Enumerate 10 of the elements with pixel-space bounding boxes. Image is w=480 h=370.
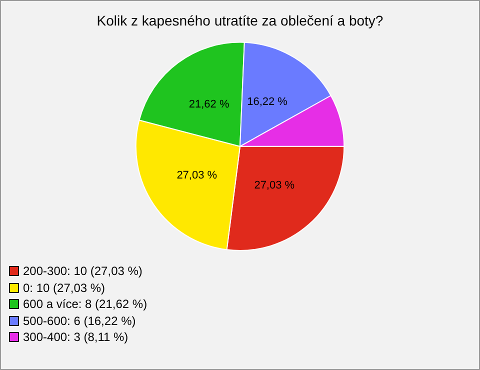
legend-label: 500-600: 6 (16,22 %) [23,312,136,329]
legend-label: 600 a více: 8 (21,62 %) [23,296,148,312]
legend-label: 300-400: 3 (8,11 %) [23,329,128,346]
data-label: 21,62 % [188,98,230,111]
data-label: 27,03 % [254,180,295,192]
data-label: 27,03 % [176,170,218,182]
chart-title: Kolik z kapesného utratíte za oblečení a boty? [96,12,384,28]
data-label: 16,22 % [247,96,288,108]
legend-label: 0: 10 (27,03 %) [23,280,106,296]
legend-label: 200-300: 10 (27,03 %) [23,263,142,280]
